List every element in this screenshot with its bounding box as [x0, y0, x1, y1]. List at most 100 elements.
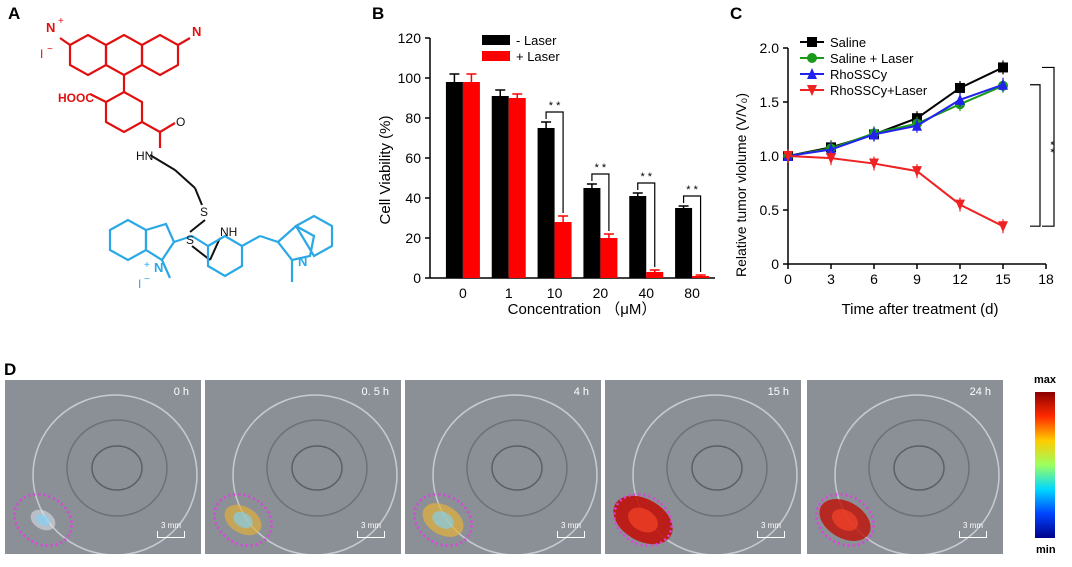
chemical-structure: N + I − N HOOC O HN S S NH N + I − N — [40, 16, 334, 291]
chart-b-xtick-label: 20 — [593, 285, 609, 301]
scale-label: 3 mm — [361, 521, 381, 530]
scale-label: 3 mm — [161, 521, 181, 530]
frame-image — [815, 394, 1000, 554]
chart-c-ytick-label: 1.5 — [760, 94, 780, 110]
sulfur-1: S — [200, 205, 208, 219]
imaging-frame: 24 h 3 mm — [807, 380, 1003, 554]
cyanine-n-right: N — [298, 254, 307, 269]
chart-b-ytick-label: 100 — [398, 70, 422, 86]
chart-c-ytick-label: 2.0 — [760, 40, 780, 56]
chart-c-series-line — [787, 155, 1004, 228]
chart-b-significance-bracket — [637, 182, 656, 267]
frame-time-label: 15 h — [767, 386, 789, 398]
chart-c-significance-bracket — [1042, 66, 1055, 227]
body-outline — [291, 445, 343, 491]
chart-b-xtick-label: 0 — [459, 285, 467, 301]
chart-b-bar — [462, 82, 480, 278]
chart-b-legend-label: - Laser — [516, 33, 557, 48]
chart-b-significance-stars: * * — [549, 100, 561, 112]
chart-c-series-line — [787, 66, 1004, 157]
chart-c-significance-bracket — [1030, 84, 1041, 227]
chart-b-legend-label: + Laser — [516, 49, 560, 64]
chart-c-ylabel: Relative tumor vlolume (V/V₀) — [733, 93, 749, 277]
chart-b-bar — [537, 128, 555, 278]
iodide-bottom: I — [138, 277, 141, 291]
chart-b-xtick-label: 1 — [505, 285, 513, 301]
chart-c-marker — [998, 78, 1008, 90]
chart-b-bar — [629, 196, 647, 278]
body-outline — [66, 419, 168, 517]
chart-c-legend-label: Saline + Laser — [830, 51, 914, 66]
chart-b-xtick-label: 80 — [684, 285, 700, 301]
chart-c-ytick-label: 0.5 — [760, 202, 780, 218]
scale-label: 3 mm — [561, 521, 581, 530]
chart-c-xtick-label: 18 — [1038, 271, 1054, 287]
chart-c-ytick-label: 1.0 — [760, 148, 780, 164]
chart-c-marker — [998, 62, 1008, 73]
body-outline — [266, 419, 368, 517]
nme2-top-right: N — [192, 24, 201, 39]
imaging-frame: 0 h 3 mm — [5, 380, 201, 554]
scale-bar: 3 mm — [757, 521, 785, 538]
chart-c-marker — [826, 153, 836, 165]
panel-label-b: B — [372, 4, 385, 23]
frame-time-label: 0. 5 h — [361, 386, 389, 398]
body-outline — [691, 445, 743, 491]
chart-b-bar — [508, 98, 526, 278]
imaging-frame: 15 h 3 mm — [605, 380, 801, 554]
chart-c-marker — [807, 37, 817, 47]
chart-c-marker — [955, 93, 965, 105]
chart-b-xtick-label: 40 — [638, 285, 654, 301]
chart-c-marker — [912, 119, 922, 131]
chart-b-bar — [583, 188, 601, 278]
tumor-circle — [613, 493, 673, 547]
chart-c-marker — [955, 199, 965, 211]
chart-b-bar — [491, 96, 509, 278]
chart-b-bar — [692, 276, 710, 278]
chart-c-marker — [998, 221, 1008, 233]
imaging-frame: 0. 5 h 3 mm — [205, 380, 401, 554]
chart-b-significance-stars: * * — [640, 171, 652, 183]
plus-sign-bottom: + — [144, 260, 150, 271]
intensity-colorbar — [1035, 392, 1055, 538]
colorbar-min-label: min — [1036, 544, 1056, 556]
scale-label: 3 mm — [761, 521, 781, 530]
body-outline — [893, 445, 945, 491]
chart-c-ytick-label: 0 — [771, 256, 779, 272]
chart-c-significance-stars: * * — [1044, 141, 1056, 153]
body-outline — [32, 394, 198, 554]
tumor-signal — [36, 514, 50, 526]
chart-b-significance-bracket — [545, 111, 564, 213]
body-outline — [91, 445, 143, 491]
chart-c-marker — [912, 166, 922, 178]
tumor-circle — [213, 493, 273, 547]
iodide-top: I — [40, 47, 43, 61]
chart-c-marker — [783, 151, 793, 162]
amide-hn: HN — [136, 149, 153, 163]
cell-viability-bar-chart: 0 20 40 60 80 100 120 0 1 10 * * 20 * * 40 * * 80 * * - L… — [377, 30, 715, 318]
chart-b-ytick-label: 40 — [405, 190, 421, 206]
frame-image — [613, 394, 798, 554]
chart-c-xtick-label: 0 — [784, 271, 792, 287]
chart-c-legend-label: RhoSSCy+Laser — [830, 83, 928, 98]
chart-c-marker — [826, 143, 836, 155]
chart-c-xtick-label: 15 — [995, 271, 1011, 287]
chart-b-ytick-label: 120 — [398, 30, 422, 46]
chart-c-xtick-label: 6 — [870, 271, 878, 287]
panel-label-d: D — [4, 360, 17, 379]
chart-b-ytick-label: 60 — [405, 150, 421, 166]
imaging-frame: 4 h 3 mm — [405, 380, 601, 554]
plus-sign-top: + — [58, 16, 64, 27]
body-outline — [432, 394, 598, 554]
chart-b-bar — [600, 238, 618, 278]
chart-b-significance-bracket — [682, 195, 702, 272]
tumor-circle — [413, 493, 473, 547]
minus-bottom: − — [144, 274, 150, 285]
frame-time-label: 24 h — [969, 386, 991, 398]
chart-b-bar — [445, 82, 463, 278]
chart-b-bar — [646, 272, 664, 278]
chart-c-legend-label: RhoSSCy — [830, 67, 888, 82]
tumor-circle — [815, 493, 875, 547]
minus-top: − — [47, 44, 53, 55]
